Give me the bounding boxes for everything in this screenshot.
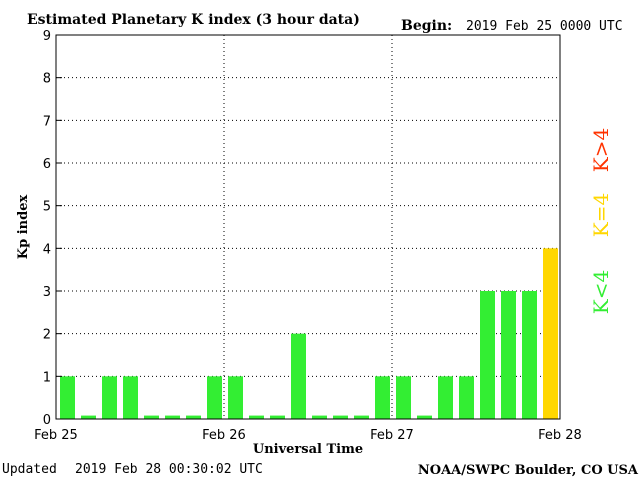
y-tick-label: 9 [43,29,51,44]
y-tick-label: 3 [43,285,51,300]
x-tick-label: Feb 25 [34,428,78,443]
chart-title: Estimated Planetary K index (3 hour data… [27,12,360,28]
updated-value: 2019 Feb 28 00:30:02 UTC [75,462,263,477]
updated-label: Updated [2,462,57,477]
kp-bar [144,415,159,419]
kp-bar [270,415,285,419]
kp-bar [165,415,180,419]
y-tick-label: 4 [43,242,51,257]
plot-frame [55,34,561,420]
kp-bar [522,291,537,419]
kp-bar [291,333,306,419]
kp-bar [459,376,474,419]
legend-k-less-4: K<4 [589,270,613,314]
kp-bar [102,376,117,419]
x-tick-label: Feb 26 [202,428,246,443]
legend-k-equal-4: K=4 [589,193,613,237]
credit-text: NOAA/SWPC Boulder, CO USA [418,463,639,478]
y-tick-label: 1 [43,370,51,385]
y-tick-label: 8 [43,72,51,87]
kp-bar [207,376,222,419]
kp-bar [312,415,327,419]
kp-bar [228,376,243,419]
kp-bar [81,415,96,419]
kp-bar [249,415,264,419]
x-tick-label: Feb 28 [538,428,582,443]
kp-bar [60,376,75,419]
grid-lines [56,35,560,419]
x-axis-label: Universal Time [253,442,363,457]
y-tick-label: 5 [43,200,51,215]
y-axis-label: Kp index [16,195,31,260]
kp-bar [354,415,369,419]
kp-bar [438,376,453,419]
kp-bar [333,415,348,419]
kp-bar [375,376,390,419]
legend-k-greater-4: K>4 [589,128,613,172]
y-tick-label: 6 [43,157,51,172]
y-tick-label: 0 [43,413,51,428]
kp-bar [123,376,138,419]
begin-value: 2019 Feb 25 0000 UTC [466,19,623,34]
kp-bar [417,415,432,419]
x-tick-label: Feb 27 [370,428,414,443]
kp-bar [186,415,201,419]
kp-bar [396,376,411,419]
begin-label: Begin: [401,18,452,34]
kp-bar [543,248,558,419]
bars [60,248,558,419]
kp-bar [480,291,495,419]
kp-bar [501,291,516,419]
y-tick-label: 7 [43,114,51,129]
axis-ticks: 0 1 2 3 4 5 6 7 8 9 Feb 25 Feb 26 Feb 27 Feb 28 [34,29,582,443]
y-tick-label: 2 [43,328,51,343]
